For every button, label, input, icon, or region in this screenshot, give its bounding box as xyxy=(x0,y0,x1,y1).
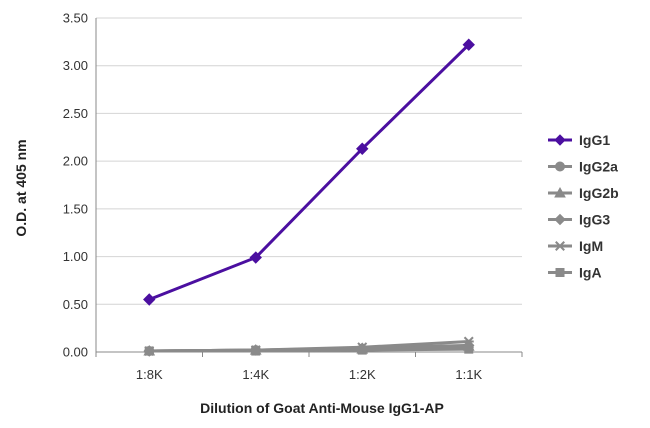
legend-item-igg3: IgG3 xyxy=(548,212,610,228)
data-point-igg1 xyxy=(462,38,475,51)
y-tick-label: 1.00 xyxy=(63,249,88,264)
data-point-igg2a xyxy=(250,345,261,356)
y-axis-title: O.D. at 405 nm xyxy=(13,139,29,236)
series-igg1 xyxy=(143,38,475,306)
legend-marker-igg2a xyxy=(555,161,565,172)
legend-marker-igg1 xyxy=(554,134,566,146)
x-axis-title: Dilution of Goat Anti-Mouse IgG1-AP xyxy=(200,400,444,416)
legend-label: IgG3 xyxy=(579,212,610,228)
y-tick-label: 0.50 xyxy=(63,297,88,312)
y-tick-label: 2.50 xyxy=(63,106,88,121)
y-tick-label: 0.00 xyxy=(63,345,88,360)
legend-label: IgG1 xyxy=(579,132,610,148)
legend-marker-igg3 xyxy=(554,213,566,226)
legend-item-iga: IgA xyxy=(548,265,602,281)
legend-item-igm: IgM xyxy=(548,238,603,254)
legend-marker-igg2b xyxy=(554,186,566,198)
legend-item-igg2b: IgG2b xyxy=(548,185,619,201)
axes xyxy=(95,18,523,357)
gridlines xyxy=(96,17,522,305)
x-tick-label: 1:4K xyxy=(242,367,269,382)
series-line-igg2a xyxy=(149,345,469,353)
y-tick-label: 2.00 xyxy=(63,154,88,169)
x-tick-label: 1:8K xyxy=(136,367,163,382)
series-line-igg1 xyxy=(148,43,470,301)
series-igg2a xyxy=(144,342,474,357)
y-tick-label: 3.00 xyxy=(63,58,88,73)
data-point-igg2a xyxy=(144,346,155,357)
data-point-igg1 xyxy=(249,251,262,264)
x-tick-label: 1:2K xyxy=(349,367,376,382)
legend-label: IgG2a xyxy=(579,159,618,175)
series-group xyxy=(143,38,475,357)
legend-label: IgG2b xyxy=(579,185,619,201)
legend-label: IgA xyxy=(579,265,602,281)
data-point-igg1 xyxy=(356,142,369,155)
x-tick-labels: 1:8K 1:4K 1:2K 1:1K xyxy=(136,367,483,382)
legend-label: IgM xyxy=(579,238,603,254)
y-tick-label: 1.50 xyxy=(63,201,88,216)
data-point-igg1 xyxy=(143,293,156,306)
data-point-igg2a xyxy=(463,342,474,353)
legend-item-igg1: IgG1 xyxy=(548,132,610,148)
x-tick-label: 1:1K xyxy=(455,367,482,382)
legend-marker-igm xyxy=(555,241,565,251)
legend-item-igg2a: IgG2a xyxy=(548,159,618,175)
legend: IgG1 IgG2a IgG2b IgG3 IgM IgA xyxy=(548,132,619,281)
data-point-igg2a xyxy=(357,344,368,355)
y-tick-labels: 0.00 0.50 1.00 1.50 2.00 2.50 3.00 3.50 xyxy=(63,11,88,360)
legend-marker-iga xyxy=(555,268,565,277)
y-tick-label: 3.50 xyxy=(63,11,88,26)
